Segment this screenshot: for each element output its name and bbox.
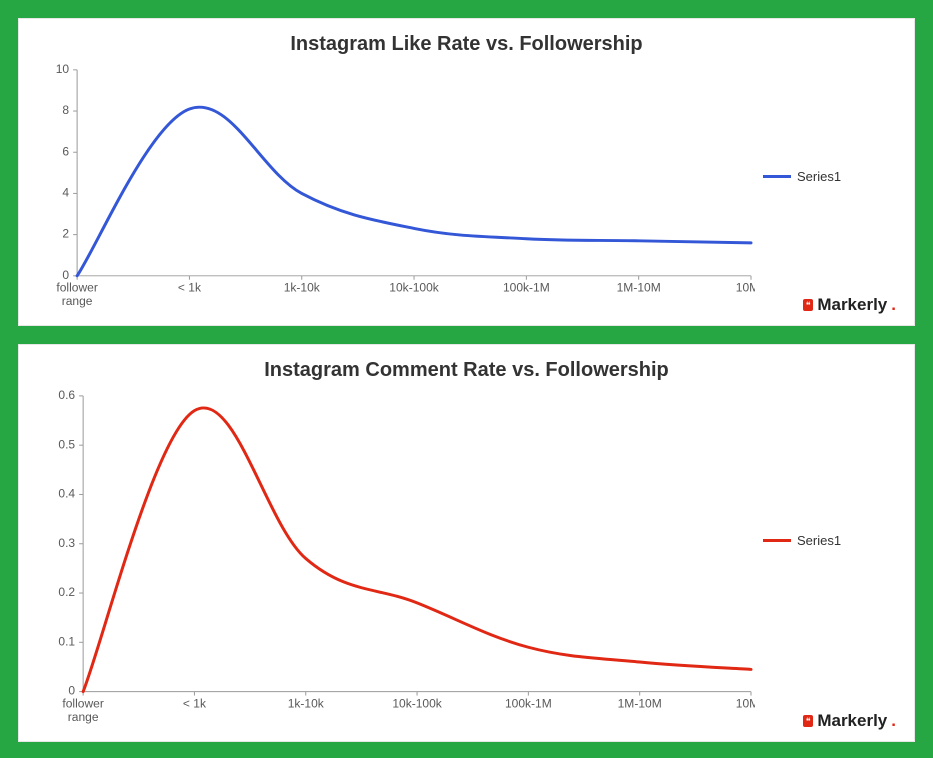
y-tick-label: 0.1	[58, 635, 75, 649]
chart-body: 00.10.20.30.40.50.6followerrange< 1k1k-1…	[33, 388, 900, 733]
chart-title: Instagram Comment Rate vs. Followership	[33, 359, 900, 382]
chart-body: 0246810followerrange< 1k1k-10k10k-100k10…	[33, 62, 900, 317]
x-tick-label: < 1k	[178, 281, 201, 295]
legend-label: Series1	[797, 533, 841, 548]
x-tick-label: 10M+	[736, 696, 755, 710]
chart-title: Instagram Like Rate vs. Followership	[33, 33, 900, 56]
y-tick-label: 0.2	[58, 585, 75, 599]
plot-area: 0246810followerrange< 1k1k-10k10k-100k10…	[33, 62, 755, 317]
x-tick-label: follower	[56, 281, 97, 295]
y-tick-label: 2	[62, 227, 69, 241]
y-tick-label: 6	[62, 144, 69, 158]
legend-swatch	[763, 175, 791, 178]
x-tick-label: follower	[62, 696, 103, 710]
brand-badge-icon: ❝	[803, 715, 814, 727]
brand-name: Markerly	[817, 295, 887, 315]
brand-logo: ❝Markerly.	[803, 295, 896, 315]
side-column: Series1 ❝Markerly.	[755, 62, 900, 317]
y-tick-label: 8	[62, 103, 69, 117]
x-tick-label: 10k-100k	[392, 696, 442, 710]
legend-label: Series1	[797, 169, 841, 184]
chart-svg: 0246810followerrange< 1k1k-10k10k-100k10…	[33, 62, 755, 317]
x-tick-label: range	[62, 294, 93, 308]
brand-badge-icon: ❝	[803, 299, 814, 311]
legend-swatch	[763, 539, 791, 542]
x-tick-label: 1M-10M	[618, 696, 662, 710]
x-tick-label: 1k-10k	[284, 281, 320, 295]
chart-card-comment-rate: Instagram Comment Rate vs. Followership 0…	[18, 344, 915, 742]
x-tick-label: 10M+	[736, 281, 755, 295]
y-tick-label: 0.5	[58, 437, 75, 451]
x-tick-label: 10k-100k	[389, 281, 439, 295]
x-tick-label: 100k-1M	[503, 281, 550, 295]
x-tick-label: < 1k	[183, 696, 206, 710]
y-tick-label: 4	[62, 186, 69, 200]
x-tick-label: 1M-10M	[617, 281, 661, 295]
y-tick-label: 10	[56, 62, 70, 76]
brand-dot: .	[891, 295, 896, 315]
y-tick-label: 0.6	[58, 388, 75, 402]
side-column: Series1 ❝Markerly.	[755, 388, 900, 733]
series-line	[83, 408, 751, 692]
y-tick-label: 0.3	[58, 536, 75, 550]
legend: Series1	[763, 533, 841, 548]
brand-name: Markerly	[817, 711, 887, 731]
brand-dot: .	[891, 711, 896, 731]
x-tick-label: 1k-10k	[288, 696, 324, 710]
outer-frame: Instagram Like Rate vs. Followership0246…	[0, 0, 933, 758]
x-tick-label: 100k-1M	[505, 696, 552, 710]
chart-card-like-rate: Instagram Like Rate vs. Followership0246…	[18, 18, 915, 326]
y-tick-label: 0.4	[58, 487, 75, 501]
legend: Series1	[763, 169, 841, 184]
series-line	[77, 107, 751, 276]
chart-svg: 00.10.20.30.40.50.6followerrange< 1k1k-1…	[33, 388, 755, 733]
plot-area: 00.10.20.30.40.50.6followerrange< 1k1k-1…	[33, 388, 755, 733]
x-tick-label: range	[68, 710, 99, 724]
brand-logo: ❝Markerly.	[803, 711, 896, 731]
